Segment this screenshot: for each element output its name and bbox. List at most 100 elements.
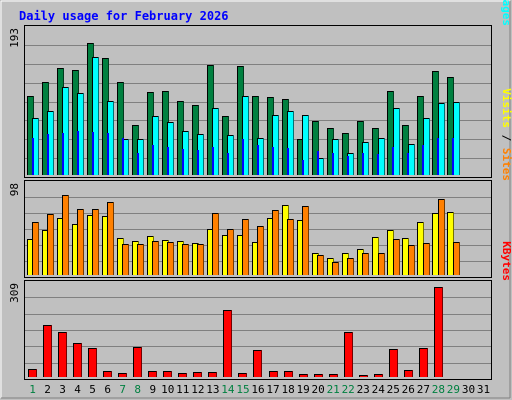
day-label: 21 <box>327 383 340 396</box>
bar-sites-day-19 <box>302 206 309 275</box>
panel-border <box>24 180 492 278</box>
bar-hits-day-3 <box>57 68 64 175</box>
bar-visits-day-4 <box>72 224 79 275</box>
axis-max-label: 193 <box>8 28 21 48</box>
bar-hits-day-9 <box>147 92 154 175</box>
bar-kbytes-day-25 <box>389 349 398 377</box>
bar-pages-day-14 <box>227 135 234 175</box>
panel-border <box>24 280 492 380</box>
bar-sites-day-29 <box>453 242 460 275</box>
chart-title: Daily usage for February 2026 <box>19 9 229 23</box>
bar-hits-day-28 <box>432 71 439 175</box>
bar-kbytes-day-7 <box>118 373 127 377</box>
bar-kbytes-day-13 <box>208 372 217 377</box>
bar-kbytes-day-9 <box>148 371 157 377</box>
bar-visits-day-8 <box>132 241 139 275</box>
bar-pages-day-27 <box>423 118 430 175</box>
bar-visits-day-5 <box>87 215 94 275</box>
bar-pages-day-19 <box>302 115 309 175</box>
bar-pages-day-20 <box>317 158 324 175</box>
bar-files-day-18 <box>287 148 289 175</box>
bar-hits-day-24 <box>372 128 379 175</box>
bar-kbytes-day-10 <box>163 371 172 377</box>
bar-sites-day-2 <box>47 214 54 275</box>
bar-visits-day-26 <box>402 238 409 275</box>
day-labels: 1 2 3 4 5 6 7 8 9 10 11 12 13 14 15 16 17 18 19 20 21 22 23 24 2… <box>29 383 490 396</box>
bar-files-day-5 <box>92 132 94 175</box>
bar-visits-day-10 <box>162 240 169 275</box>
bar-visits-day-22 <box>342 253 349 275</box>
bar-kbytes-day-5 <box>88 348 97 377</box>
day-label: 22 <box>342 383 355 396</box>
bar-visits-day-11 <box>177 241 184 275</box>
bar-sites-day-22 <box>347 258 354 275</box>
bar-hits-day-26 <box>402 125 409 175</box>
bar-visits-day-1 <box>27 239 34 275</box>
side-label-kbytes: KBytes <box>500 241 512 281</box>
day-label: 16 <box>251 383 264 396</box>
bar-kbytes-day-3 <box>58 332 67 377</box>
bar-sites-day-26 <box>408 245 415 275</box>
bar-visits-day-25 <box>387 230 394 275</box>
bar-kbytes-day-12 <box>193 372 202 377</box>
bar-pages-day-1 <box>32 118 39 175</box>
day-label: 12 <box>191 383 204 396</box>
day-label: 10 <box>161 383 174 396</box>
bar-pages-day-25 <box>393 108 400 175</box>
side-label-separator: / <box>500 128 512 148</box>
day-label: 14 <box>221 383 235 396</box>
day-label: 20 <box>311 383 324 396</box>
bar-visits-day-21 <box>327 258 334 275</box>
bar-files-day-29 <box>452 138 454 175</box>
bar-files-day-3 <box>62 133 64 175</box>
bar-visits-day-17 <box>267 218 274 275</box>
bar-sites-day-4 <box>77 209 84 275</box>
bar-files-day-27 <box>422 145 424 175</box>
bar-pages-day-24 <box>378 138 385 175</box>
panel-visits-sites: 98 Visits / Sites <box>8 88 512 278</box>
bar-visits-day-19 <box>297 220 304 275</box>
bar-kbytes-day-4 <box>73 343 82 377</box>
bar-files-day-16 <box>257 145 259 175</box>
bar-sites-day-28 <box>438 199 445 275</box>
bar-hits-day-12 <box>192 105 199 175</box>
day-label: 18 <box>281 383 294 396</box>
bar-pages-day-5 <box>92 57 99 175</box>
bar-hits-day-27 <box>417 96 424 175</box>
bar-files-day-2 <box>47 134 49 175</box>
bar-visits-day-23 <box>357 249 364 275</box>
bar-kbytes-day-22 <box>344 332 353 377</box>
day-label: 27 <box>417 383 430 396</box>
bar-kbytes-day-17 <box>269 371 278 377</box>
bar-kbytes-day-11 <box>178 373 187 377</box>
bar-pages-day-9 <box>152 116 159 175</box>
bar-pages-day-29 <box>453 102 460 175</box>
day-label: 8 <box>134 383 141 396</box>
bar-visits-day-9 <box>147 236 154 275</box>
bar-files-day-13 <box>212 147 214 175</box>
bar-sites-day-18 <box>287 219 294 275</box>
bar-sites-day-12 <box>197 244 204 275</box>
bar-sites-day-6 <box>107 202 114 275</box>
bar-visits-day-28 <box>432 213 439 275</box>
bar-pages-day-23 <box>362 142 369 175</box>
day-label: 31 <box>477 383 490 396</box>
day-label: 17 <box>266 383 279 396</box>
bar-hits-day-19 <box>297 139 304 175</box>
bar-hits-day-15 <box>237 66 244 175</box>
bar-sites-day-23 <box>362 253 369 275</box>
bar-pages-day-10 <box>167 122 174 175</box>
bar-files-day-9 <box>152 145 154 175</box>
bar-visits-day-7 <box>117 238 124 275</box>
day-label: 19 <box>296 383 309 396</box>
bar-files-day-15 <box>242 139 244 175</box>
day-label: 4 <box>74 383 81 396</box>
bar-sites-day-9 <box>152 241 159 275</box>
bar-sites-day-13 <box>212 213 219 275</box>
bar-files-day-19 <box>302 160 304 175</box>
bar-kbytes-day-6 <box>103 371 112 377</box>
bar-sites-day-3 <box>62 195 69 275</box>
bar-pages-day-6 <box>107 101 114 175</box>
day-label: 5 <box>89 383 96 396</box>
bar-visits-day-15 <box>237 235 244 275</box>
